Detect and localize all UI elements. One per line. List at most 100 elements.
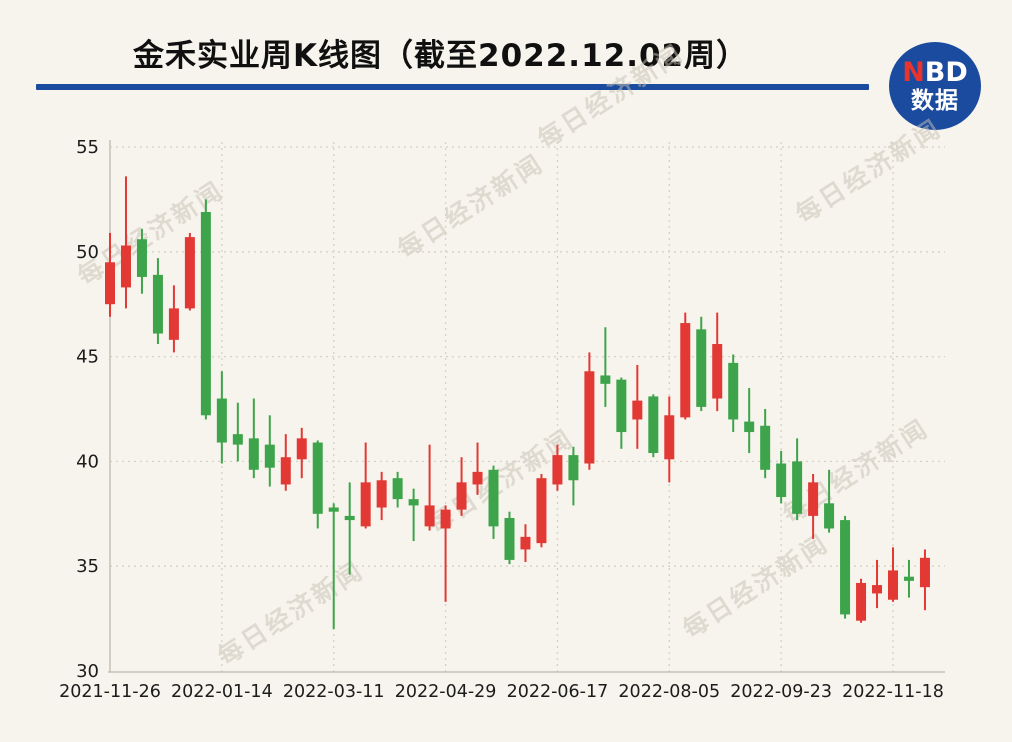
candle-body <box>248 438 259 470</box>
x-tick-label: 2022-06-17 <box>507 682 609 702</box>
candle-body <box>296 438 307 460</box>
candle-2022-03-11 <box>328 503 339 630</box>
candle-2021-12-10 <box>136 228 147 294</box>
candle-2022-03-04 <box>312 440 323 529</box>
candle-2022-02-11 <box>264 415 275 487</box>
candle-wick <box>828 469 831 533</box>
candle-body <box>264 444 275 468</box>
candle-body <box>472 471 483 485</box>
candle-body <box>136 239 147 277</box>
candle-2022-12-02 <box>919 549 930 611</box>
candle-2022-05-20 <box>488 465 499 539</box>
candle-wick <box>348 482 351 575</box>
candle-body <box>584 371 595 464</box>
candle-wick <box>876 559 879 609</box>
candle-wick <box>332 503 335 630</box>
candle-2022-04-29 <box>440 505 451 602</box>
candle-2022-04-15 <box>408 488 419 542</box>
candle-2022-01-14 <box>216 371 227 464</box>
candle-body <box>392 478 403 500</box>
nbd-logo-n: N <box>902 57 925 89</box>
candle-body <box>232 434 243 445</box>
candle-body <box>903 576 914 581</box>
candle-body <box>424 505 435 527</box>
candle-body <box>328 507 339 512</box>
candle-2022-01-07 <box>200 199 211 420</box>
candle-2022-11-25 <box>903 559 914 598</box>
candle-body <box>120 245 131 288</box>
candle-body <box>872 585 883 594</box>
candle-2022-09-23 <box>776 450 787 504</box>
candle-body <box>648 396 659 454</box>
candle-2022-09-30 <box>792 438 803 521</box>
candle-2022-07-15 <box>616 377 627 449</box>
candle-2021-12-31 <box>184 232 195 311</box>
title-underline <box>36 84 869 90</box>
candle-body <box>105 262 115 305</box>
y-tick-label: 30 <box>76 661 99 682</box>
candle-wick <box>412 488 415 542</box>
candle-2022-10-21 <box>824 469 835 533</box>
y-tick-label: 35 <box>76 556 99 577</box>
candle-2022-05-27 <box>504 511 515 565</box>
candle-body <box>440 509 451 529</box>
candle-2022-10-14 <box>808 473 819 539</box>
candle-body <box>808 482 819 516</box>
candle-2022-11-18 <box>888 547 898 602</box>
candle-body <box>664 415 675 460</box>
candle-body <box>536 478 547 544</box>
candle-2022-04-22 <box>424 444 435 531</box>
candle-body <box>184 237 195 309</box>
candle-2022-06-17 <box>552 444 563 491</box>
candle-2022-07-01 <box>584 352 595 470</box>
candle-2022-04-08 <box>392 471 403 508</box>
candle-2022-02-25 <box>296 427 307 479</box>
candle-2022-09-16 <box>760 409 771 479</box>
x-tick-label: 2022-01-14 <box>171 682 273 702</box>
candle-body <box>776 463 787 498</box>
candle-body <box>504 517 515 560</box>
candle-2022-01-28 <box>248 398 259 479</box>
candle-2021-12-17 <box>152 258 163 345</box>
candle-body <box>728 362 739 420</box>
x-tick-label: 2022-04-29 <box>395 682 497 702</box>
candle-body <box>600 375 611 384</box>
candle-wick <box>124 176 127 309</box>
candle-2021-12-03 <box>120 176 131 309</box>
candle-body <box>616 379 627 433</box>
candle-body <box>632 400 643 420</box>
candle-body <box>360 482 371 527</box>
x-tick-label: 2022-11-18 <box>842 682 944 702</box>
candle-2022-08-12 <box>680 312 691 420</box>
candle-body <box>376 480 387 508</box>
candle-wick <box>236 402 239 462</box>
candle-2022-05-13 <box>472 442 483 495</box>
candle-body <box>216 398 227 443</box>
candle-body <box>280 457 291 485</box>
candle-2022-08-19 <box>696 316 707 412</box>
candle-2022-07-29 <box>648 394 659 458</box>
y-tick-label: 55 <box>76 137 99 158</box>
candle-2022-06-24 <box>568 446 579 506</box>
y-tick-label: 50 <box>76 242 99 263</box>
candle-body <box>456 482 467 510</box>
candle-2022-11-11 <box>872 559 883 609</box>
candle-body <box>744 421 755 433</box>
candle-body <box>520 536 531 550</box>
candle-body <box>488 469 499 527</box>
candle-wick <box>444 505 447 602</box>
candle-body <box>919 557 930 588</box>
candle-body <box>200 211 211 416</box>
candle-wick <box>748 388 751 454</box>
candle-body <box>888 570 898 600</box>
candle-body <box>760 425 771 470</box>
candle-2022-02-18 <box>280 434 291 491</box>
candle-2022-06-03 <box>520 524 531 563</box>
candle-2022-04-01 <box>376 471 387 521</box>
candle-body <box>344 515 355 521</box>
candle-2022-03-25 <box>360 442 371 529</box>
candle-body <box>712 344 723 399</box>
page-title: 金禾实业周K线图（截至2022.12.02周） <box>133 38 749 74</box>
